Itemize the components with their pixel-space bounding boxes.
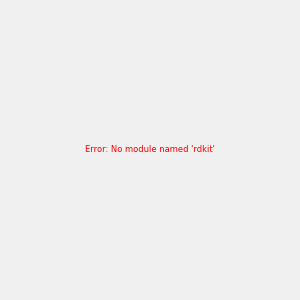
Text: Error: No module named 'rdkit': Error: No module named 'rdkit': [85, 146, 215, 154]
